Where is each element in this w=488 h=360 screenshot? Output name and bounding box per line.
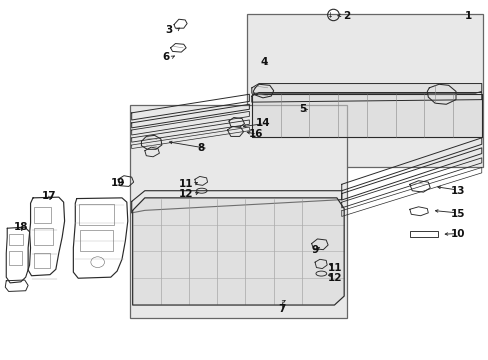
Bar xyxy=(34,228,53,245)
Text: 16: 16 xyxy=(248,129,263,139)
Text: 9: 9 xyxy=(311,245,318,255)
Text: 1: 1 xyxy=(464,11,471,21)
Bar xyxy=(409,231,437,237)
Text: 12: 12 xyxy=(179,189,193,199)
Text: 18: 18 xyxy=(14,222,28,232)
Bar xyxy=(246,14,482,167)
Text: 13: 13 xyxy=(450,186,465,196)
Text: 5: 5 xyxy=(299,104,306,114)
Bar xyxy=(80,230,113,251)
Bar xyxy=(9,251,22,265)
Polygon shape xyxy=(251,84,481,93)
Text: 8: 8 xyxy=(197,143,204,153)
Polygon shape xyxy=(251,94,481,137)
Text: 10: 10 xyxy=(450,229,465,239)
Text: 11: 11 xyxy=(179,179,193,189)
Text: 6: 6 xyxy=(162,52,169,62)
Text: 4: 4 xyxy=(260,57,267,67)
Bar xyxy=(34,252,50,267)
Bar xyxy=(34,207,51,223)
Polygon shape xyxy=(132,198,344,305)
Bar xyxy=(9,234,23,245)
Text: 19: 19 xyxy=(111,178,125,188)
Text: 12: 12 xyxy=(327,273,342,283)
Text: 11: 11 xyxy=(327,262,342,273)
Bar xyxy=(130,105,346,318)
Bar xyxy=(79,204,114,225)
Text: 2: 2 xyxy=(342,11,349,21)
Text: 3: 3 xyxy=(165,25,172,35)
Text: 7: 7 xyxy=(278,304,285,314)
Text: 14: 14 xyxy=(255,118,270,128)
Text: 15: 15 xyxy=(450,209,465,219)
Text: 17: 17 xyxy=(41,191,56,201)
